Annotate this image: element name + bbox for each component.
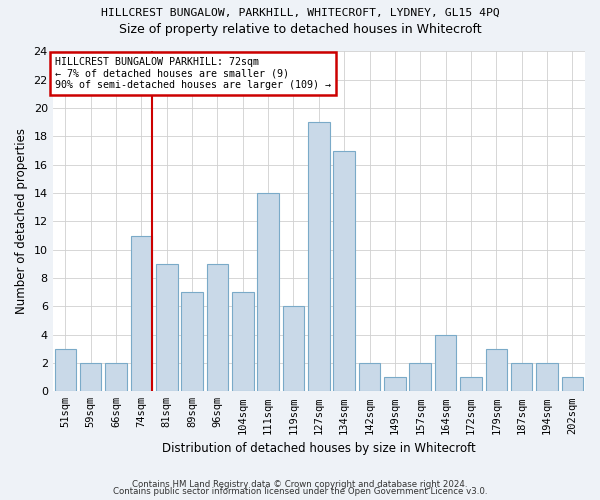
Bar — [257, 193, 279, 392]
Text: Size of property relative to detached houses in Whitecroft: Size of property relative to detached ho… — [119, 22, 481, 36]
Bar — [156, 264, 178, 392]
Bar — [334, 150, 355, 392]
Text: HILLCREST BUNGALOW PARKHILL: 72sqm
← 7% of detached houses are smaller (9)
90% o: HILLCREST BUNGALOW PARKHILL: 72sqm ← 7% … — [55, 56, 331, 90]
Bar — [562, 377, 583, 392]
Bar — [409, 363, 431, 392]
Bar — [308, 122, 329, 392]
Bar — [536, 363, 558, 392]
Bar — [181, 292, 203, 392]
Text: Contains public sector information licensed under the Open Government Licence v3: Contains public sector information licen… — [113, 488, 487, 496]
Bar — [460, 377, 482, 392]
Bar — [435, 334, 457, 392]
Bar — [206, 264, 228, 392]
Bar — [105, 363, 127, 392]
Bar — [384, 377, 406, 392]
Bar — [131, 236, 152, 392]
Y-axis label: Number of detached properties: Number of detached properties — [15, 128, 28, 314]
Bar — [511, 363, 532, 392]
Bar — [80, 363, 101, 392]
Text: HILLCREST BUNGALOW, PARKHILL, WHITECROFT, LYDNEY, GL15 4PQ: HILLCREST BUNGALOW, PARKHILL, WHITECROFT… — [101, 8, 499, 18]
X-axis label: Distribution of detached houses by size in Whitecroft: Distribution of detached houses by size … — [162, 442, 476, 455]
Bar — [55, 349, 76, 392]
Bar — [485, 349, 507, 392]
Text: Contains HM Land Registry data © Crown copyright and database right 2024.: Contains HM Land Registry data © Crown c… — [132, 480, 468, 489]
Bar — [359, 363, 380, 392]
Bar — [283, 306, 304, 392]
Bar — [232, 292, 254, 392]
